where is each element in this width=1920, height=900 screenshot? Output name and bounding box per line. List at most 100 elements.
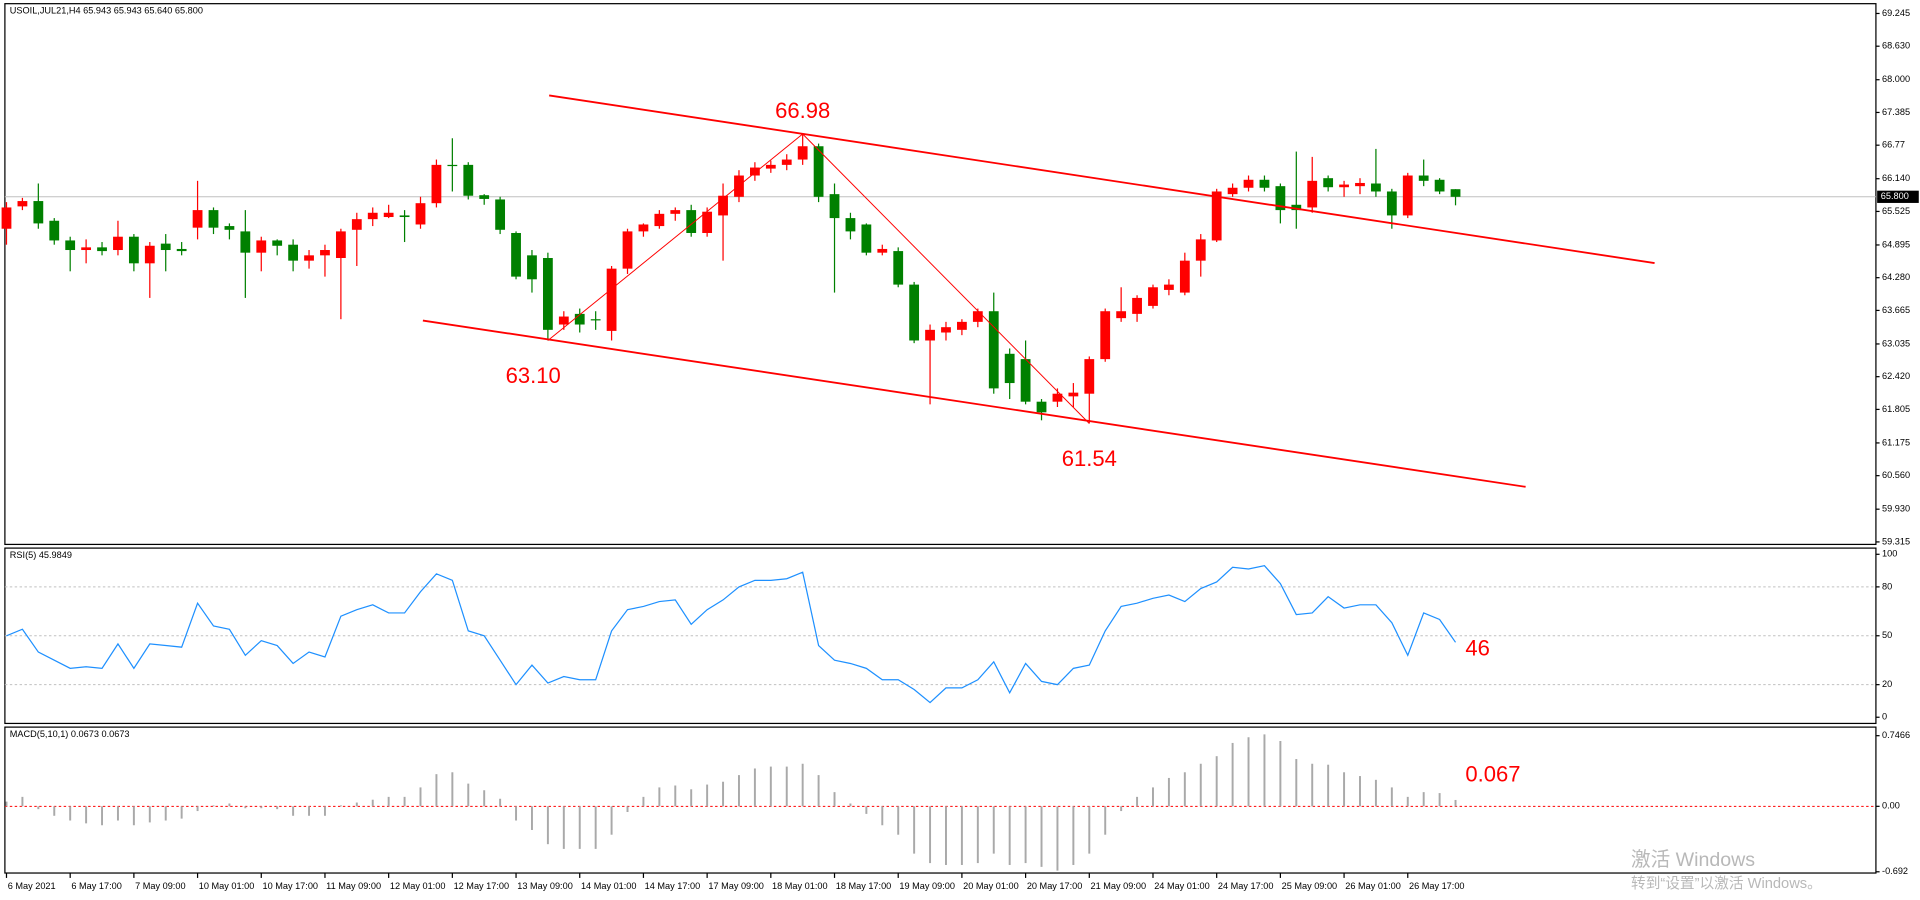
x-tick-label: 24 May 01:00 xyxy=(1154,881,1210,891)
y-tick-label: 0.00 xyxy=(1882,801,1900,811)
candle-body xyxy=(495,199,506,230)
candle-body xyxy=(479,195,490,199)
candle-body xyxy=(1148,287,1158,306)
y-tick-label: 62.420 xyxy=(1882,371,1910,381)
candle-body xyxy=(240,231,251,253)
x-tick-label: 14 May 17:00 xyxy=(645,881,701,891)
y-tick-label: 0 xyxy=(1882,712,1887,722)
x-tick-label: 12 May 17:00 xyxy=(454,881,510,891)
last-price-label: 65.800 xyxy=(1881,191,1909,201)
y-tick-label: 63.665 xyxy=(1882,305,1910,315)
candle-body xyxy=(1339,184,1349,188)
candle-body xyxy=(606,268,617,331)
y-tick-label: 100 xyxy=(1882,549,1897,559)
price-annotation: 66.98 xyxy=(775,98,830,123)
y-tick-label: 68.630 xyxy=(1882,41,1910,51)
value-annotation: 0.067 xyxy=(1465,761,1520,786)
candle-body xyxy=(670,210,681,214)
candle-body xyxy=(128,236,139,264)
y-tick-label: 20 xyxy=(1882,679,1892,689)
candle-body xyxy=(988,311,999,389)
y-tick-label: 66.77 xyxy=(1882,140,1905,150)
y-tick-label: 0.7466 xyxy=(1882,730,1910,740)
candle-body xyxy=(1243,179,1254,188)
candle-body xyxy=(160,243,171,251)
x-tick-label: 18 May 01:00 xyxy=(772,881,828,891)
candle-body xyxy=(925,329,935,341)
candle-body xyxy=(893,251,904,285)
candle-body xyxy=(1355,182,1365,187)
candle-body xyxy=(33,201,44,224)
candle-body xyxy=(654,213,665,227)
y-tick-label: 68.000 xyxy=(1882,74,1910,84)
candle-body xyxy=(1434,179,1445,192)
trendline xyxy=(422,319,1526,488)
candle-body xyxy=(877,248,888,253)
x-tick-label: 21 May 09:00 xyxy=(1091,881,1147,891)
candle-body xyxy=(383,212,394,218)
candle-body xyxy=(1052,393,1063,402)
y-tick-label: 69.245 xyxy=(1882,8,1910,18)
candle-body xyxy=(638,224,649,232)
price-panel xyxy=(4,3,1877,546)
price-annotation: 63.10 xyxy=(506,363,561,388)
candle-body xyxy=(192,210,203,228)
candle-body xyxy=(1386,191,1397,216)
candle-body xyxy=(1227,187,1238,195)
candle-body xyxy=(367,212,378,220)
candle-body xyxy=(399,215,410,218)
candle-body xyxy=(208,210,219,228)
x-tick-label: 25 May 09:00 xyxy=(1282,881,1338,891)
candle-body xyxy=(144,245,155,264)
candle-body xyxy=(1259,179,1270,188)
candle-body xyxy=(527,255,537,280)
candle-body xyxy=(829,194,840,219)
candle-body xyxy=(511,232,521,277)
rsi-line xyxy=(6,565,1457,704)
candle-body xyxy=(1179,260,1190,293)
macd-panel xyxy=(4,726,1877,874)
candle-body xyxy=(49,220,60,241)
y-tick-label: 50 xyxy=(1882,630,1892,640)
candle-body xyxy=(415,203,426,225)
candle-body xyxy=(463,164,474,196)
candle-body xyxy=(447,164,458,167)
candle-body xyxy=(1418,175,1429,181)
candle-body xyxy=(750,167,760,176)
candle-body xyxy=(1084,359,1095,394)
candle-body xyxy=(1004,353,1015,384)
candle-body xyxy=(351,219,362,230)
candle-body xyxy=(1195,239,1206,261)
value-annotation: 46 xyxy=(1465,635,1490,660)
candle-body xyxy=(1020,359,1031,402)
x-tick-label: 6 May 2021 xyxy=(8,881,56,891)
x-tick-label: 26 May 17:00 xyxy=(1409,881,1465,891)
y-tick-label: 60.560 xyxy=(1882,470,1910,480)
x-tick-label: 6 May 17:00 xyxy=(71,881,121,891)
candle-body xyxy=(590,319,601,321)
y-tick-label: 80 xyxy=(1882,581,1892,591)
candle-body xyxy=(17,201,28,207)
candle-body xyxy=(272,240,283,246)
candle-body xyxy=(1132,297,1142,314)
candle-body xyxy=(113,236,123,251)
x-tick-label: 14 May 01:00 xyxy=(581,881,637,891)
x-tick-label: 11 May 09:00 xyxy=(326,881,381,891)
candle-body xyxy=(1371,183,1381,192)
price-annotation: 61.54 xyxy=(1062,446,1117,471)
y-tick-label: 64.895 xyxy=(1882,239,1910,249)
x-tick-label: 7 May 09:00 xyxy=(135,881,185,891)
candle-body xyxy=(718,195,728,216)
candle-body xyxy=(304,255,314,261)
candle-body xyxy=(845,218,856,232)
candle-body xyxy=(65,240,76,251)
watermark: 激活 Windows xyxy=(1631,849,1755,871)
candle-body xyxy=(686,210,697,233)
candle-body xyxy=(176,248,187,252)
y-tick-label: 59.930 xyxy=(1882,504,1910,514)
x-tick-label: 20 May 17:00 xyxy=(1027,881,1083,891)
candle-body xyxy=(941,327,951,333)
